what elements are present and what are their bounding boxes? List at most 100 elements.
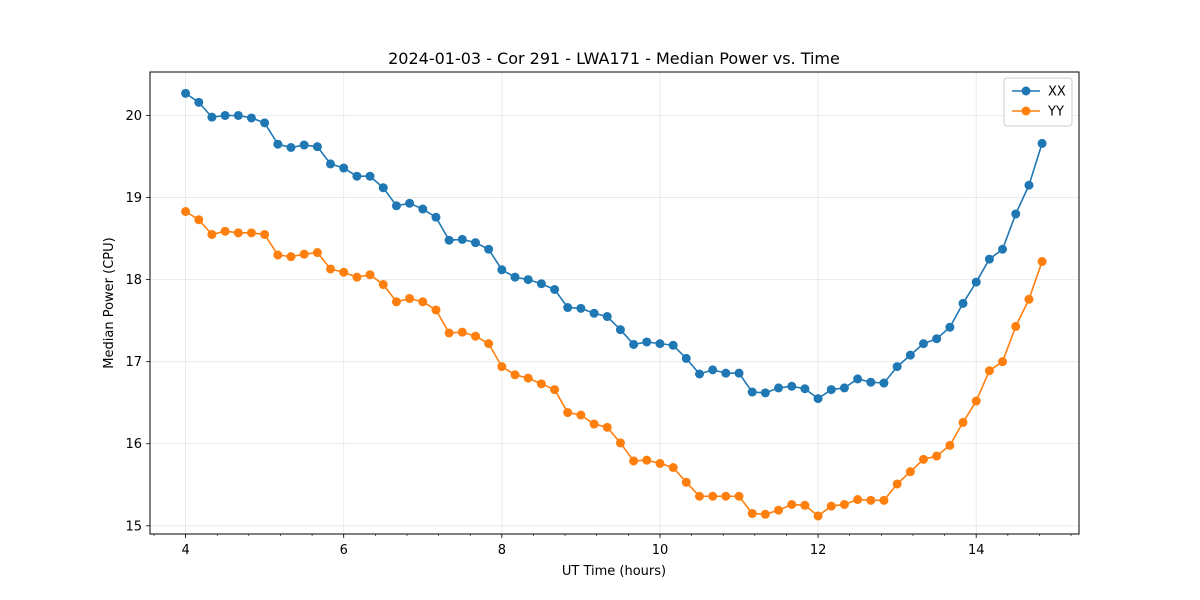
data-point-yy — [629, 456, 639, 466]
data-point-xx — [774, 383, 784, 393]
data-point-xx — [233, 110, 243, 120]
series-layer — [181, 88, 1047, 521]
data-point-xx — [431, 212, 441, 222]
data-point-yy — [918, 454, 928, 464]
data-point-xx — [826, 385, 836, 395]
data-point-yy — [181, 207, 191, 217]
legend-item-yy: YY — [1012, 105, 1064, 120]
plot-frame — [149, 71, 1080, 535]
y-tick-label: 19 — [125, 191, 142, 206]
data-point-yy — [642, 455, 652, 465]
data-point-xx — [866, 377, 876, 387]
data-point-yy — [220, 226, 230, 236]
data-point-yy — [1024, 294, 1034, 304]
data-point-yy — [391, 297, 401, 307]
data-point-yy — [457, 327, 467, 337]
data-point-yy — [536, 379, 546, 389]
data-point-xx — [444, 235, 454, 245]
data-point-yy — [932, 451, 942, 461]
data-point-yy — [681, 477, 691, 487]
data-point-yy — [405, 293, 415, 303]
data-point-yy — [813, 511, 823, 521]
data-point-xx — [365, 171, 375, 181]
data-point-yy — [418, 297, 428, 307]
data-point-yy — [747, 508, 757, 518]
data-point-yy — [800, 500, 810, 510]
data-point-yy — [326, 264, 336, 274]
data-point-xx — [1037, 138, 1047, 148]
data-point-xx — [457, 234, 467, 244]
data-point-xx — [286, 142, 296, 152]
data-point-xx — [694, 369, 704, 379]
x-tick-label: 6 — [340, 543, 348, 558]
data-point-yy — [260, 229, 270, 239]
data-point-xx — [760, 388, 770, 398]
data-point-yy — [550, 385, 560, 395]
data-point-yy — [352, 272, 362, 282]
data-point-yy — [892, 479, 902, 489]
data-point-yy — [589, 419, 599, 429]
data-point-yy — [905, 467, 915, 477]
data-point-yy — [655, 458, 665, 468]
data-point-yy — [312, 248, 322, 258]
data-point-xx — [787, 381, 797, 391]
data-point-yy — [273, 250, 283, 260]
data-point-xx — [602, 312, 612, 322]
data-point-xx — [998, 244, 1008, 254]
data-point-xx — [681, 353, 691, 363]
data-point-xx — [352, 171, 362, 181]
data-point-xx — [708, 365, 718, 375]
legend-label: XX — [1048, 85, 1066, 100]
data-point-xx — [576, 303, 586, 313]
data-point-xx — [220, 110, 230, 120]
data-point-yy — [1037, 257, 1047, 267]
data-point-xx — [813, 394, 823, 404]
x-tick-label: 12 — [810, 543, 827, 558]
data-point-yy — [378, 280, 388, 290]
data-point-xx — [418, 204, 428, 214]
legend: XX YY — [1003, 77, 1073, 127]
data-point-yy — [945, 440, 955, 450]
data-point-xx — [615, 325, 625, 335]
data-point-yy — [365, 270, 375, 280]
legend-marker — [1021, 106, 1031, 116]
legend-label: YY — [1047, 105, 1064, 120]
data-point-xx — [484, 244, 494, 254]
data-point-xx — [721, 368, 731, 378]
data-point-xx — [642, 337, 652, 347]
data-point-xx — [326, 159, 336, 169]
data-point-xx — [273, 139, 283, 149]
data-point-xx — [747, 387, 757, 397]
y-axis-label: Median Power (CPU) — [102, 237, 117, 368]
data-point-yy — [998, 357, 1008, 367]
data-point-yy — [510, 370, 520, 380]
data-point-xx — [378, 183, 388, 193]
data-point-xx — [800, 384, 810, 394]
data-point-yy — [207, 229, 217, 239]
data-point-xx — [260, 118, 270, 128]
x-axis-label: UT Time (hours) — [562, 564, 666, 579]
data-point-xx — [945, 322, 955, 332]
data-point-xx — [471, 238, 481, 248]
data-point-yy — [787, 499, 797, 509]
data-point-xx — [655, 339, 665, 349]
data-point-xx — [668, 340, 678, 350]
data-point-yy — [1011, 321, 1021, 331]
data-point-yy — [958, 417, 968, 427]
y-tick-label: 17 — [125, 355, 142, 370]
data-point-xx — [299, 140, 309, 150]
data-point-xx — [1024, 180, 1034, 190]
data-point-yy — [194, 215, 204, 225]
data-point-yy — [866, 495, 876, 505]
data-point-yy — [734, 491, 744, 501]
chart-title: 2024-01-03 - Cor 291 - LWA171 - Median P… — [388, 49, 840, 68]
data-point-xx — [879, 378, 889, 388]
data-point-yy — [615, 438, 625, 448]
y-tick-label: 20 — [125, 109, 142, 124]
data-point-yy — [471, 331, 481, 341]
data-point-xx — [246, 113, 256, 123]
data-point-xx — [497, 265, 507, 275]
data-point-yy — [484, 339, 494, 349]
data-point-yy — [668, 463, 678, 473]
